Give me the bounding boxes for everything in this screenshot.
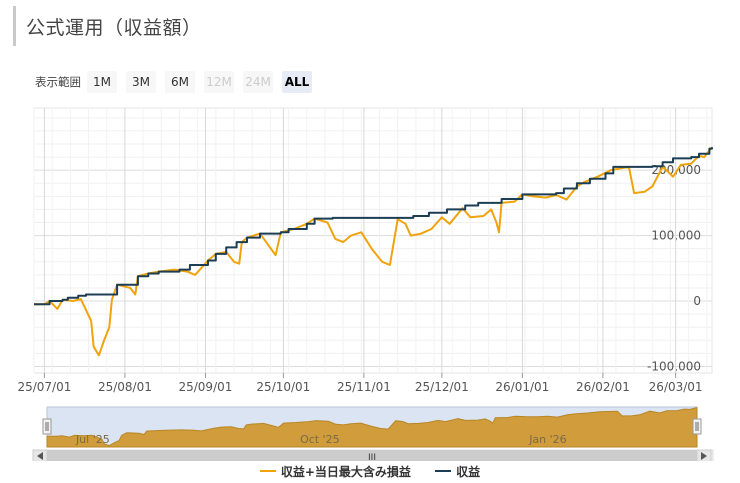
navigator-scrollbar-thumb[interactable] bbox=[47, 450, 697, 461]
navigator-area bbox=[46, 406, 698, 448]
range-button-6m[interactable]: 6M bbox=[165, 71, 195, 93]
x-tick-label: 26/01/01 bbox=[495, 380, 549, 394]
x-tick-label: 25/07/01 bbox=[17, 380, 71, 394]
legend-item-profit-plus-unrealized[interactable]: 収益+当日最大含み損益 bbox=[259, 463, 411, 480]
legend-swatch-navy bbox=[435, 470, 452, 472]
scroll-right-arrow-icon bbox=[701, 452, 707, 460]
series-line-profit bbox=[34, 147, 713, 306]
x-tick-label: 25/08/01 bbox=[98, 380, 152, 394]
page-title: 公式運用（収益額） bbox=[26, 16, 202, 39]
legend-label-profit: 収益 bbox=[456, 464, 481, 479]
x-tick-label: 25/11/01 bbox=[337, 380, 391, 394]
x-tick-label: 26/03/01 bbox=[649, 380, 703, 394]
legend-item-profit[interactable]: 収益 bbox=[435, 463, 480, 480]
navigator-label: Oct '25 bbox=[300, 433, 340, 446]
legend-label-profit-plus-unrealized: 収益+当日最大含み損益 bbox=[280, 464, 411, 479]
page-title-bar: 公式運用（収益額） bbox=[13, 6, 202, 46]
navigator-label: Jan '26 bbox=[528, 433, 566, 446]
navigator-label: Jul '25 bbox=[75, 433, 110, 446]
range-button-1m[interactable]: 1M bbox=[87, 71, 117, 93]
plot-border bbox=[33, 107, 713, 374]
scrollbar-grip: III bbox=[368, 453, 376, 461]
scroll-left-arrow-icon bbox=[37, 452, 43, 460]
x-tick-label: 26/02/01 bbox=[576, 380, 630, 394]
y-tick-label: 0 bbox=[693, 294, 701, 308]
range-button-12m[interactable]: 12M bbox=[204, 71, 234, 93]
x-tick-label: 25/12/01 bbox=[415, 380, 469, 394]
range-button-all[interactable]: ALL bbox=[282, 71, 312, 93]
series-line-profit-plus-unrealized bbox=[34, 146, 713, 357]
chart-legend: 収益+当日最大含み損益 収益 bbox=[0, 461, 740, 480]
x-tick-label: 25/09/01 bbox=[178, 380, 232, 394]
x-tick-label: 25/10/01 bbox=[256, 380, 310, 394]
navigator-handle-left[interactable] bbox=[42, 418, 52, 435]
y-tick-label: -100,000 bbox=[647, 359, 701, 373]
legend-swatch-orange bbox=[259, 470, 276, 472]
range-selector: 表示範囲 1M 3M 6M 12M 24M ALL bbox=[35, 71, 321, 93]
range-button-24m[interactable]: 24M bbox=[243, 71, 273, 93]
range-selector-label: 表示範囲 bbox=[35, 75, 81, 89]
y-tick-label: 100,000 bbox=[651, 229, 701, 243]
range-button-3m[interactable]: 3M bbox=[126, 71, 156, 93]
navigator-handle-right[interactable] bbox=[692, 418, 702, 435]
